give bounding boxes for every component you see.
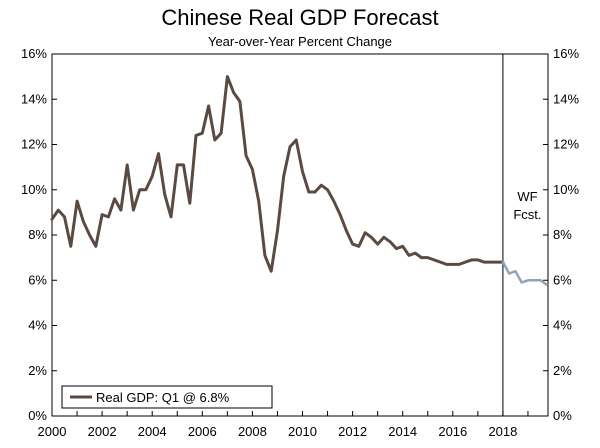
y-tick-label-left: 8% bbox=[28, 227, 47, 242]
y-tick-label-left: 4% bbox=[28, 318, 47, 333]
y-tick-label-left: 16% bbox=[21, 46, 47, 61]
x-tick-label: 2014 bbox=[388, 424, 417, 439]
plot-area bbox=[51, 53, 549, 417]
y-tick-label-right: 16% bbox=[553, 46, 579, 61]
series-line-real-gdp bbox=[50, 75, 505, 273]
legend-box bbox=[61, 385, 273, 409]
x-tick-label: 2010 bbox=[288, 424, 317, 439]
y-tick-label-right: 12% bbox=[553, 137, 579, 152]
y-tick-label-right: 6% bbox=[553, 272, 572, 287]
legend: Real GDP: Q1 @ 6.8% bbox=[61, 385, 273, 409]
x-tick-label: 2004 bbox=[138, 424, 167, 439]
y-tick-label-left: 6% bbox=[28, 272, 47, 287]
chart-subtitle: Year-over-Year Percent Change bbox=[208, 34, 392, 49]
x-tick-label: 2012 bbox=[338, 424, 367, 439]
y-tick-label-left: 14% bbox=[21, 91, 47, 106]
y-axis-right: 0% 2% 4% 6% 8% 10% 12% 14% 16% bbox=[543, 46, 579, 423]
x-tick-label: 2016 bbox=[438, 424, 467, 439]
forecast-label-wf: WF bbox=[517, 189, 537, 204]
x-tick-label: 2018 bbox=[488, 424, 517, 439]
series-line-forecast bbox=[501, 260, 548, 287]
y-tick-label-right: 10% bbox=[553, 182, 579, 197]
chart-title: Chinese Real GDP Forecast bbox=[161, 5, 438, 30]
y-tick-label-right: 8% bbox=[553, 227, 572, 242]
y-tick-label-right: 14% bbox=[553, 91, 579, 106]
y-tick-label-left: 0% bbox=[28, 408, 47, 423]
legend-label-real-gdp: Real GDP: Q1 @ 6.8% bbox=[96, 390, 230, 405]
y-axis-left: 0% 2% 4% 6% 8% 10% 12% 14% 16% bbox=[21, 46, 57, 423]
x-tick-label: 2002 bbox=[88, 424, 117, 439]
y-tick-label-left: 2% bbox=[28, 363, 47, 378]
x-tick-label: 2006 bbox=[188, 424, 217, 439]
x-axis: 2000 2002 2004 2006 2008 2010 2012 2014 2016 2018 bbox=[38, 411, 529, 439]
y-tick-label-left: 10% bbox=[21, 182, 47, 197]
y-tick-label-right: 4% bbox=[553, 318, 572, 333]
y-tick-label-right: 0% bbox=[553, 408, 572, 423]
forecast-label-fcst: Fcst. bbox=[513, 207, 541, 222]
y-tick-label-left: 12% bbox=[21, 137, 47, 152]
x-tick-label: 2008 bbox=[238, 424, 267, 439]
series-group bbox=[50, 75, 548, 287]
x-tick-label: 2000 bbox=[38, 424, 67, 439]
y-tick-label-right: 2% bbox=[553, 363, 572, 378]
